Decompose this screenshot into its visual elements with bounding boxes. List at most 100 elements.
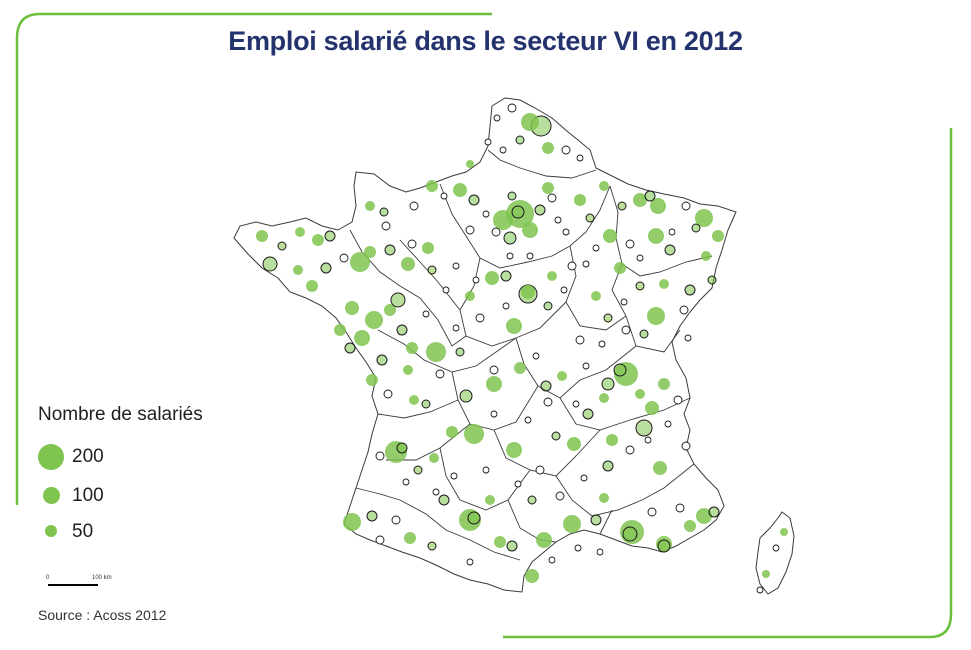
employee-bubble-outline xyxy=(668,228,676,236)
employee-bubble-outline xyxy=(514,480,522,488)
employee-bubble-outline xyxy=(375,451,385,461)
employee-bubble-outline xyxy=(277,241,287,251)
employee-bubble xyxy=(521,113,539,131)
employee-bubble xyxy=(695,209,713,227)
employee-bubble-outline xyxy=(625,445,635,455)
employee-bubble-outline xyxy=(366,510,378,522)
employee-bubble xyxy=(464,424,484,444)
employee-bubble-outline xyxy=(506,540,518,552)
employee-bubble-outline xyxy=(622,526,638,542)
employee-bubble-outline xyxy=(596,548,604,556)
employee-bubble xyxy=(567,437,581,451)
employee-bubble xyxy=(506,442,522,458)
employee-bubble-outline xyxy=(468,194,480,206)
employee-bubble-outline xyxy=(438,494,450,506)
employee-bubble xyxy=(485,495,495,505)
employee-bubble-outline xyxy=(620,298,628,306)
employee-bubble-outline xyxy=(684,284,696,296)
employee-bubble xyxy=(354,330,370,346)
employee-bubble-outline xyxy=(407,239,417,249)
employee-bubble xyxy=(647,307,665,325)
employee-bubble xyxy=(653,461,667,475)
employee-bubble xyxy=(446,426,458,438)
employee-bubble-outline xyxy=(657,539,671,553)
employee-bubble-outline xyxy=(507,191,517,201)
employee-bubble xyxy=(780,528,788,536)
legend-item-50: 50 xyxy=(38,517,198,547)
employee-bubble-outline xyxy=(506,252,514,260)
employee-bubble-outline xyxy=(422,310,430,318)
employee-bubble xyxy=(404,532,416,544)
employee-bubble-outline xyxy=(427,265,437,275)
legend-label-200: 200 xyxy=(72,446,104,467)
employee-bubble-outline xyxy=(489,365,499,375)
employee-bubble xyxy=(712,230,724,242)
employee-bubble xyxy=(536,532,552,548)
employee-bubble-outline xyxy=(532,352,540,360)
employee-bubble-outline xyxy=(560,286,568,294)
employee-bubble-outline xyxy=(575,335,585,345)
employee-bubble-outline xyxy=(515,135,525,145)
employee-bubble-outline xyxy=(601,377,615,391)
map-legend: Nombre de salariés 200 100 50 xyxy=(38,404,258,554)
employee-bubble-outline xyxy=(500,270,512,282)
employee-bubble-outline xyxy=(576,154,584,162)
employee-bubble xyxy=(522,222,538,238)
employee-bubble-outline xyxy=(580,474,588,482)
employee-bubble-outline xyxy=(511,205,525,219)
employee-bubble-outline xyxy=(592,244,600,252)
employee-bubble xyxy=(426,180,438,192)
employee-bubble-outline xyxy=(621,325,631,335)
employee-bubble-outline xyxy=(482,210,490,218)
employee-bubble xyxy=(635,389,645,399)
employee-bubble-outline xyxy=(484,138,492,146)
employee-bubble xyxy=(465,291,475,301)
employee-bubble xyxy=(650,198,666,214)
employee-bubble xyxy=(343,513,361,531)
employee-bubble-outline xyxy=(756,586,764,594)
legend-label-100: 100 xyxy=(72,485,104,506)
employee-bubble-outline xyxy=(376,354,388,366)
employee-bubble-outline xyxy=(639,329,649,339)
employee-bubble-outline xyxy=(535,465,545,475)
employee-bubble-outline xyxy=(391,515,401,525)
employee-bubble-outline xyxy=(644,190,656,202)
employee-bubble-outline xyxy=(554,216,562,224)
employee-bubble-outline xyxy=(598,340,606,348)
employee-bubble-outline xyxy=(432,488,440,496)
employee-bubble xyxy=(365,201,375,211)
legend-label-50: 50 xyxy=(72,521,94,542)
employee-bubble-outline xyxy=(602,460,614,472)
employee-bubble-outline xyxy=(413,465,423,475)
employee-bubble xyxy=(384,304,396,316)
employee-bubble xyxy=(701,251,711,261)
employee-bubble-outline xyxy=(472,276,480,284)
employee-bubble xyxy=(312,234,324,246)
employee-bubble xyxy=(542,182,554,194)
employee-bubble-outline xyxy=(455,347,465,357)
employee-bubble-outline xyxy=(459,389,473,403)
employee-bubble-outline xyxy=(543,301,553,311)
employee-bubble-outline xyxy=(524,416,532,424)
employee-bubble xyxy=(334,324,346,336)
employee-bubble-outline xyxy=(526,252,534,260)
scale-end-label: 100 km xyxy=(92,575,112,581)
employee-bubble xyxy=(494,536,506,548)
employee-bubble-outline xyxy=(636,254,644,262)
employee-bubble-outline xyxy=(548,556,556,564)
employee-bubble-outline xyxy=(482,466,490,474)
employee-bubble xyxy=(599,181,609,191)
employee-bubble-outline xyxy=(543,397,553,407)
employee-bubble-outline xyxy=(339,253,349,263)
employee-bubble-outline xyxy=(409,201,419,211)
employee-bubble-outline xyxy=(375,535,385,545)
employee-bubble-outline xyxy=(635,419,653,437)
employee-bubble-outline xyxy=(707,275,717,285)
employee-bubble-outline xyxy=(585,213,595,223)
employee-bubble-outline xyxy=(466,558,474,566)
employee-bubble xyxy=(762,570,770,578)
employee-bubble-outline xyxy=(384,244,396,256)
employee-bubble-outline xyxy=(491,227,501,237)
employee-bubble xyxy=(614,262,626,274)
employee-bubble xyxy=(403,365,413,375)
